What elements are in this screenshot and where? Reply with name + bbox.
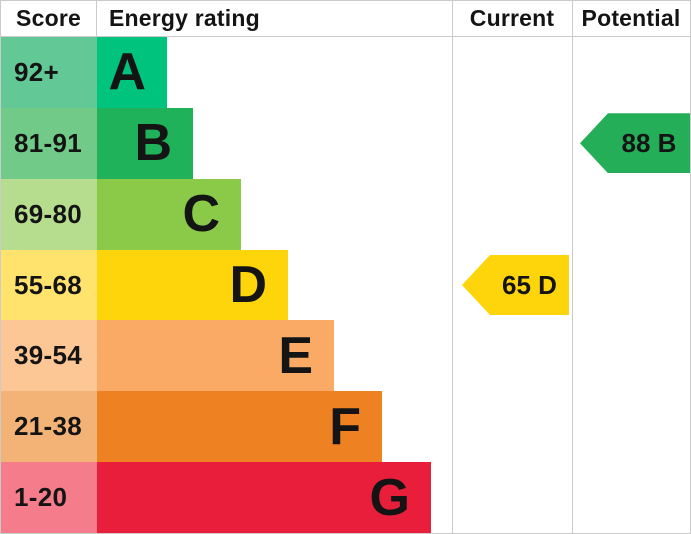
current-rating-label: 65 D — [502, 269, 557, 300]
band-letter: C — [182, 185, 220, 244]
header-energy-rating: Energy rating — [109, 5, 260, 31]
band-bar: D — [97, 249, 288, 321]
band-score-range: 92+ — [1, 37, 97, 108]
band-rows: 92+ A 81-91 B 69-80 C 55-68 D 39-54 E 21… — [1, 37, 690, 533]
band-bar: F — [97, 391, 382, 463]
band-bar: B — [97, 107, 193, 179]
potential-rating-label: 88 B — [621, 127, 677, 158]
band-score-range: 39-54 — [1, 320, 97, 392]
band-letter: F — [329, 397, 361, 456]
band-row: 69-80 C — [1, 178, 690, 250]
band-score-range: 1-20 — [1, 462, 97, 533]
band-score-range: 55-68 — [1, 249, 97, 321]
band-row: 39-54 E — [1, 320, 690, 392]
band-row: 92+ A — [1, 37, 690, 108]
potential-column-divider — [572, 1, 573, 533]
band-score-range: 69-80 — [1, 178, 97, 250]
band-row: 81-91 B — [1, 107, 690, 179]
band-letter: B — [134, 114, 172, 173]
band-bar: C — [97, 178, 241, 250]
band-letter: G — [369, 468, 410, 527]
band-row: 21-38 F — [1, 391, 690, 463]
band-score-range: 21-38 — [1, 391, 97, 463]
band-bar: G — [97, 462, 431, 533]
band-bar: E — [97, 320, 334, 392]
band-bar: A — [97, 37, 167, 108]
current-column-divider — [452, 1, 453, 533]
band-score-range: 81-91 — [1, 107, 97, 179]
chart-header: Score Energy rating Current Potential — [1, 1, 690, 37]
header-potential: Potential — [581, 5, 681, 31]
header-current: Current — [469, 5, 555, 31]
header-score: Score — [1, 1, 97, 36]
band-row: 55-68 D — [1, 249, 690, 321]
band-letter: D — [229, 256, 267, 314]
band-letter: E — [278, 326, 313, 385]
band-row: 1-20 G — [1, 462, 690, 533]
band-letter: A — [108, 43, 146, 102]
